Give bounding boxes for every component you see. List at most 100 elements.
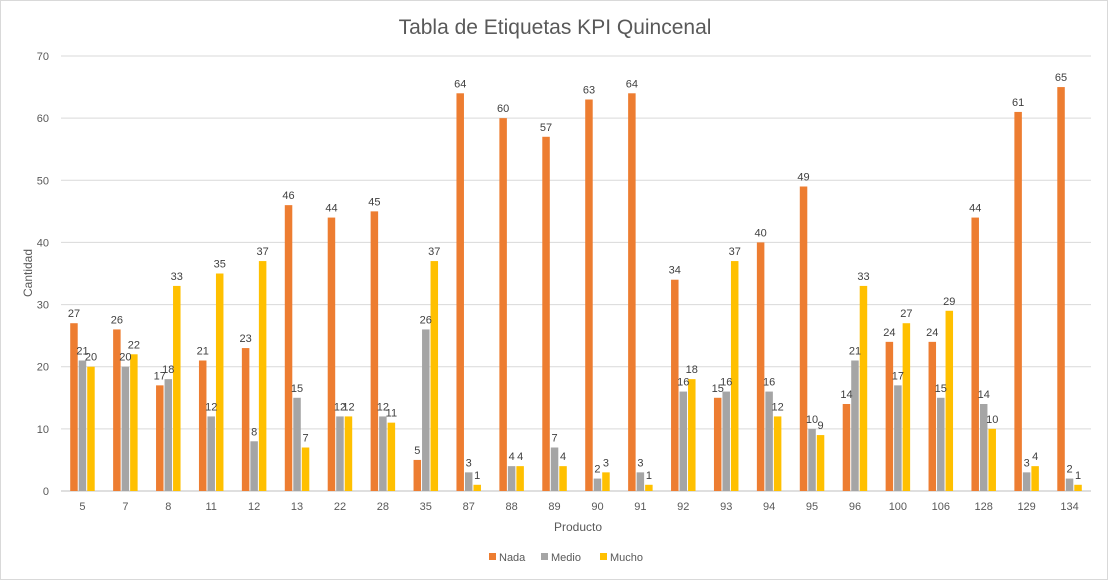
bar-mucho (1074, 484, 1082, 491)
data-label: 17 (892, 370, 904, 382)
data-label: 21 (849, 346, 861, 358)
bar-medio (464, 472, 473, 491)
legend-label: Medio (551, 552, 581, 564)
data-label: 23 (240, 333, 252, 345)
bar-mucho (387, 422, 396, 491)
data-label: 18 (686, 364, 698, 376)
data-label: 10 (986, 414, 998, 426)
data-label: 1 (474, 470, 480, 482)
bar-nada (756, 242, 765, 491)
data-label: 1 (646, 470, 652, 482)
legend-swatch (600, 553, 607, 560)
bar-mucho (559, 466, 567, 491)
y-tick-label: 30 (37, 300, 49, 312)
x-tick-label: 95 (806, 501, 818, 513)
x-tick-label: 87 (463, 501, 475, 513)
data-label: 20 (85, 352, 97, 364)
x-axis-ticks: 5 7 8 11 12 13 22 28 35 87 88 89 90 91 92 93 94 95 96 100 10… (79, 501, 1078, 513)
bar-medio (293, 397, 301, 491)
x-tick-label: 106 (932, 501, 950, 513)
data-labels: 2721202620221718332112352383746157441212… (68, 72, 1081, 482)
data-label: 9 (817, 420, 823, 432)
bar-mucho (473, 484, 481, 491)
bar-mucho (87, 366, 95, 491)
bar-nada (456, 93, 464, 492)
data-label: 12 (377, 401, 389, 413)
x-tick-label: 100 (889, 501, 907, 513)
bars (70, 87, 1082, 492)
data-label: 12 (772, 401, 784, 413)
y-tick-label: 0 (43, 486, 49, 498)
data-label: 20 (119, 352, 131, 364)
data-label: 65 (1055, 72, 1067, 84)
bar-nada (1057, 87, 1065, 492)
x-tick-label: 134 (1060, 501, 1078, 513)
bar-nada (542, 136, 550, 492)
bar-nada (241, 348, 250, 491)
bar-medio (636, 472, 645, 491)
data-label: 4 (509, 451, 515, 463)
bar-mucho (258, 261, 267, 491)
x-tick-label: 90 (591, 501, 603, 513)
bar-nada (928, 341, 937, 491)
data-label: 2 (594, 464, 600, 476)
x-tick-label: 93 (720, 501, 732, 513)
bar-nada (671, 279, 679, 491)
bar-medio (250, 441, 258, 491)
data-label: 11 (386, 408, 397, 420)
bar-nada (113, 329, 121, 491)
data-label: 1 (1075, 470, 1081, 482)
bar-mucho (688, 379, 696, 491)
data-label: 16 (720, 377, 732, 389)
legend-label: Nada (499, 552, 526, 564)
data-label: 33 (171, 271, 183, 283)
data-label: 10 (806, 414, 818, 426)
data-label: 15 (935, 383, 947, 395)
x-tick-label: 11 (205, 501, 216, 513)
bar-mucho (1031, 466, 1039, 491)
data-label: 27 (900, 308, 912, 320)
bar-nada (284, 205, 293, 491)
data-label: 15 (712, 383, 724, 395)
data-label: 40 (755, 227, 767, 239)
data-label: 8 (251, 426, 257, 438)
data-label: 7 (302, 433, 308, 445)
bar-mucho (859, 285, 868, 491)
data-label: 26 (420, 314, 432, 326)
bar-nada (1014, 111, 1022, 491)
data-label: 61 (1012, 97, 1024, 109)
bar-medio (679, 391, 688, 491)
x-tick-label: 88 (506, 501, 518, 513)
bar-nada (156, 385, 164, 491)
data-label: 15 (291, 383, 303, 395)
bar-mucho (301, 447, 310, 491)
y-tick-label: 70 (37, 51, 49, 63)
bar-medio (894, 385, 902, 491)
bar-mucho (816, 435, 825, 491)
data-label: 60 (497, 103, 509, 115)
data-label: 34 (669, 265, 681, 277)
data-label: 4 (1032, 451, 1038, 463)
bar-nada (842, 404, 851, 491)
bar-nada (70, 323, 78, 491)
data-label: 35 (214, 259, 226, 271)
bar-nada (327, 217, 336, 492)
bar-medio (379, 416, 387, 491)
data-label: 14 (978, 389, 990, 401)
data-label: 22 (128, 339, 140, 351)
y-tick-label: 40 (37, 237, 49, 249)
y-tick-label: 50 (37, 175, 49, 187)
bar-medio (121, 366, 130, 491)
bar-medio (722, 391, 730, 491)
bar-nada (499, 118, 507, 492)
y-tick-label: 60 (37, 113, 49, 125)
data-label: 2 (1066, 464, 1072, 476)
data-label: 64 (454, 78, 466, 90)
bar-nada (971, 217, 979, 492)
data-label: 4 (517, 451, 523, 463)
bar-medio (979, 404, 988, 491)
bar-mucho (773, 416, 782, 491)
bar-nada (585, 99, 593, 491)
x-tick-label: 94 (763, 501, 775, 513)
